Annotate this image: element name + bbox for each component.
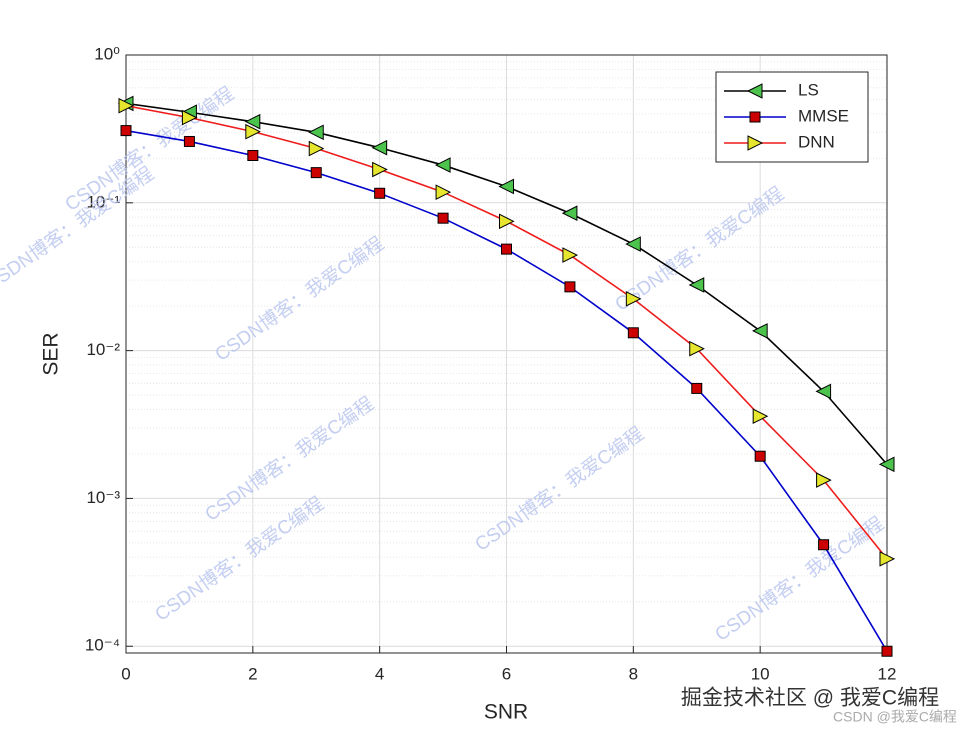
marker (688, 277, 705, 293)
marker (437, 212, 449, 224)
y-tick-label: 10⁻² (86, 340, 120, 359)
marker (754, 450, 766, 462)
marker (501, 243, 512, 255)
x-tick-label: 2 (248, 664, 257, 683)
y-axis-label: SER (40, 332, 63, 375)
marker (625, 291, 642, 307)
marker (562, 247, 579, 263)
marker (181, 109, 198, 126)
x-tick-label: 4 (375, 664, 384, 683)
x-tick-label: 10 (751, 664, 770, 683)
legend-marker (749, 111, 761, 123)
marker (308, 124, 324, 141)
marker (564, 281, 576, 293)
y-tick-label: 10⁻³ (86, 488, 120, 507)
x-axis-label: SNR (484, 701, 528, 724)
x-tick-label: 12 (878, 664, 897, 683)
marker (374, 187, 386, 199)
marker (118, 97, 135, 114)
marker (561, 205, 578, 222)
marker (244, 113, 261, 130)
marker (752, 323, 768, 339)
marker (689, 340, 705, 357)
marker (310, 167, 322, 179)
legend-marker (746, 83, 763, 99)
marker (498, 178, 514, 195)
legend-label: MMSE (798, 106, 849, 125)
watermark: CSDN @我爱C编程 (833, 709, 957, 725)
marker (627, 327, 639, 339)
marker (372, 161, 388, 178)
legend-marker (747, 135, 764, 151)
marker (371, 139, 388, 156)
marker (625, 236, 641, 252)
y-tick-label: 10⁻¹ (86, 192, 120, 211)
y-tick-label: 10⁰ (94, 44, 120, 63)
y-tick-label: 10⁻⁴ (85, 636, 120, 655)
marker (499, 213, 515, 230)
marker (816, 472, 832, 488)
marker (879, 551, 896, 567)
x-tick-label: 6 (502, 664, 511, 683)
marker (120, 125, 132, 137)
legend-label: DNN (798, 132, 835, 151)
watermark: 掘金技术社区 @ 我爱C编程 (681, 687, 939, 710)
marker (308, 140, 325, 157)
marker (881, 645, 893, 657)
marker (247, 149, 259, 161)
marker (245, 123, 261, 140)
x-tick-label: 8 (629, 664, 638, 683)
x-tick-label: 0 (121, 664, 130, 683)
plot-frame (125, 54, 888, 654)
marker (434, 157, 451, 173)
marker (435, 184, 452, 200)
marker (752, 408, 769, 425)
marker (878, 456, 895, 473)
marker (815, 383, 832, 400)
legend-label: LS (798, 80, 819, 99)
marker (691, 382, 703, 394)
marker (818, 539, 830, 551)
marker (183, 135, 195, 147)
